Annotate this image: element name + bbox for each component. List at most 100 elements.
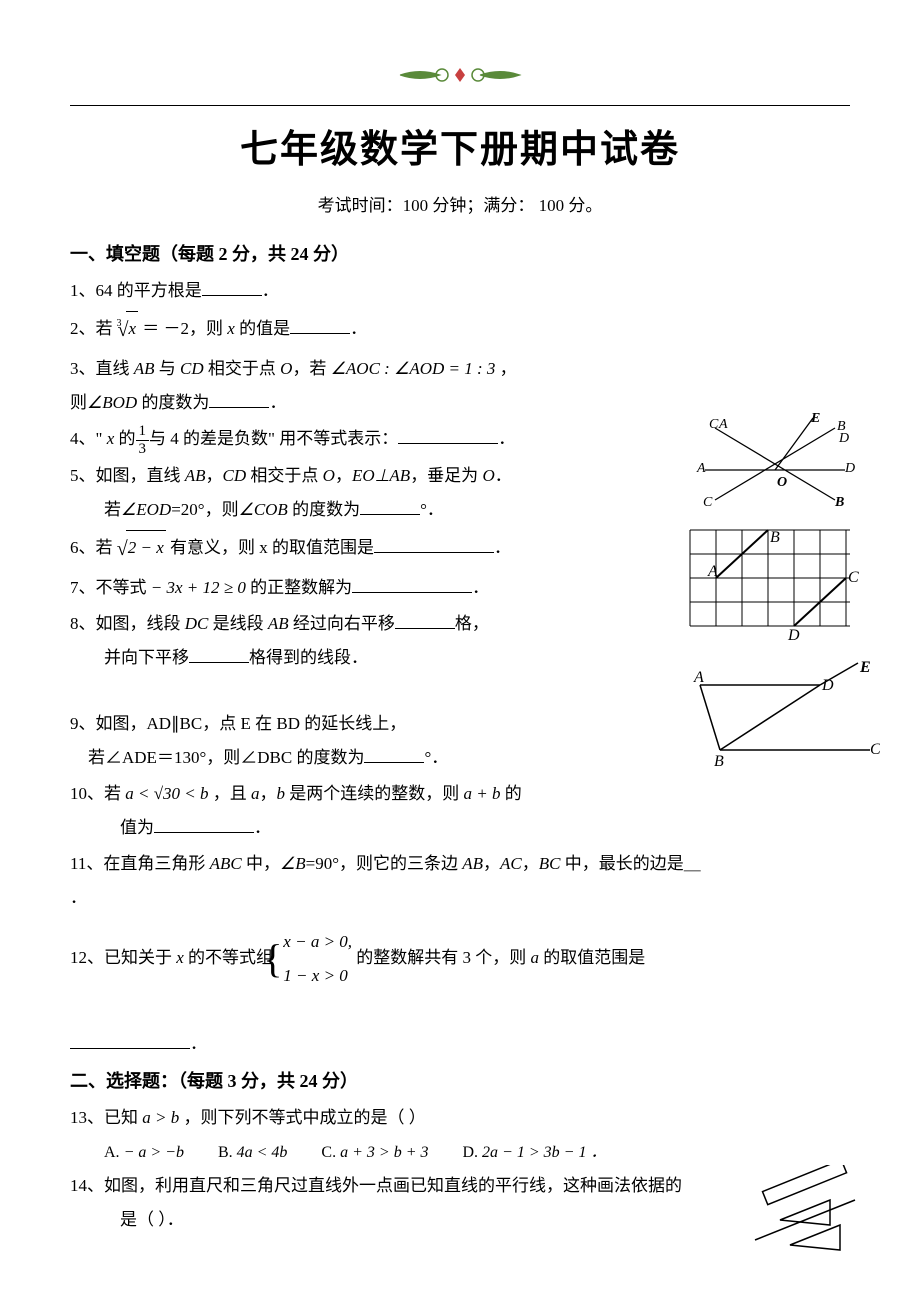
- q8-dc: DC: [185, 614, 209, 633]
- fig-q9-C: C: [870, 741, 880, 758]
- q2-text1: 若: [96, 319, 113, 338]
- fig-q5-Aleft: A: [696, 461, 706, 476]
- q3-text4: ，若: [292, 359, 330, 378]
- q10-text5: 的: [501, 784, 522, 803]
- q6-num: 6、: [70, 538, 96, 557]
- q3-blank: [209, 391, 269, 408]
- q11-ab: AB: [462, 854, 483, 873]
- q12-sys1: x − a > 0,: [283, 932, 352, 951]
- fig-q8-C: C: [848, 569, 859, 586]
- fig-q5-C: C: [709, 417, 719, 432]
- q8-line2-1: 并向下平移: [70, 648, 189, 667]
- q12-x: x: [176, 948, 184, 967]
- q11-text2: 中，: [242, 854, 280, 873]
- q13-optC-label: C.: [321, 1144, 336, 1161]
- q9-num: 9、: [70, 714, 96, 733]
- q7-num: 7、: [70, 578, 96, 597]
- q4-frac: 13: [136, 423, 150, 457]
- q4-text2: 的: [114, 429, 135, 448]
- fig-q5-O: O: [777, 475, 787, 490]
- q14-text1: 如图，利用直尺和三角尺过直线外一点画已知直线的平行线，这种画法依据的: [104, 1176, 682, 1195]
- q5-text4: ，: [335, 466, 352, 485]
- q5-text6: ．: [495, 466, 512, 485]
- q5-line2-1: 若: [70, 500, 121, 519]
- q13-optA-label: A.: [104, 1144, 120, 1161]
- q13-num: 13、: [70, 1108, 104, 1127]
- fig-q9-A: A: [693, 669, 704, 686]
- q5-o2: O: [482, 466, 494, 485]
- q10-a: a: [251, 784, 260, 803]
- q12-blank: [70, 1032, 190, 1049]
- fig-q5-Bbr: B: [834, 495, 844, 510]
- q7-blank: [352, 576, 472, 593]
- q5-angle2: ∠COB: [239, 500, 288, 519]
- q10-text4: 是两个连续的整数，则: [285, 784, 464, 803]
- figure-q5: C A E B D O A D C B: [685, 410, 860, 515]
- q10-b: b: [277, 784, 286, 803]
- q2-num: 2、: [70, 319, 96, 338]
- q1-text1: 64 的平方根是: [96, 281, 202, 300]
- q5-deg: °．: [420, 500, 444, 519]
- fig-q5-Cbl: C: [703, 495, 713, 510]
- fig-q9-B: B: [714, 753, 724, 770]
- q5-o: O: [323, 466, 335, 485]
- q7-ineq: − 3x + 12 ≥ 0: [147, 578, 251, 597]
- q8-text1: 如图，线段: [96, 614, 185, 633]
- figure-q9: A D E B C: [680, 660, 880, 775]
- q6-text2: 有意义，则 x 的取值范围是: [166, 538, 374, 557]
- q3-text5: ，: [495, 359, 516, 378]
- question-13: 13、已知 a > b ，则下列不等式中成立的是（ ）: [70, 1101, 850, 1135]
- q1-blank: [202, 279, 262, 296]
- q12-text4: 的取值范围是: [539, 948, 645, 967]
- q7-text1: 不等式: [96, 578, 147, 597]
- brace-icon: {: [263, 919, 282, 999]
- logo-ornament: [70, 60, 850, 95]
- q5-text5: ，垂足为: [410, 466, 482, 485]
- q4-blank: [398, 427, 498, 444]
- q14-num: 14、: [70, 1176, 104, 1195]
- q13-text2: ，则下列不等式中成立的是（ ）: [179, 1108, 426, 1127]
- q13-optC: a + 3 > b + 3: [336, 1144, 428, 1161]
- q3-angle: ∠AOC : ∠AOD = 1 : 3: [331, 359, 496, 378]
- q12-text3: 的整数解共有 3 个，则: [356, 948, 530, 967]
- page-title: 七年级数学下册期中试卷: [70, 118, 850, 173]
- q13-optB-label: B.: [218, 1144, 233, 1161]
- figure-q5-svg: C A E B D O A D C B: [685, 410, 860, 510]
- section2-header: 二、选择题：（每题 3 分，共 24 分）: [70, 1067, 850, 1093]
- q2-text2: 的值是: [235, 319, 290, 338]
- q3-angle2: ∠BOD: [87, 393, 137, 412]
- q4-text3: 与 4 的差是负数" 用不等式表示：: [149, 429, 398, 448]
- q3-text1: 直线: [96, 359, 134, 378]
- q5-text1: 如图，直线: [96, 466, 185, 485]
- q5-text7: 的度数为: [288, 500, 360, 519]
- q5-eo: EO⊥AB: [352, 466, 410, 485]
- q14-line2: 是（ ）．: [70, 1210, 184, 1229]
- q9-text1: 如图，AD∥BC，点 E 在 BD 的延长线上，: [96, 714, 407, 733]
- q11-bc: BC: [539, 854, 561, 873]
- q4-frac-den: 3: [136, 441, 150, 458]
- figure-q14-svg: [750, 1165, 860, 1265]
- fig-q8-D: D: [787, 627, 800, 644]
- q3-text7: ．: [269, 393, 286, 412]
- question-2: 2、若3√x ＝ －2，则 x 的值是．: [70, 310, 850, 350]
- q10-blank: [154, 816, 254, 833]
- q8-text5: 格得到的线段．: [249, 648, 368, 667]
- q6-text3: ．: [494, 538, 511, 557]
- q3-cd: CD: [180, 359, 204, 378]
- q10-line2-1: 值为: [70, 818, 154, 837]
- q3-text6: 的度数为: [137, 393, 209, 412]
- q4-frac-num: 1: [136, 423, 150, 441]
- q11-angle: ∠B: [280, 854, 306, 873]
- q13-optD-label: D.: [462, 1144, 478, 1161]
- q5-eq: =20°，则: [171, 500, 238, 519]
- question-14: 14、如图，利用直尺和三角尺过直线外一点画已知直线的平行线，这种画法依据的 是（…: [70, 1169, 850, 1237]
- q12-sys2: 1 − x > 0: [283, 966, 348, 985]
- q10-text3: ，: [260, 784, 277, 803]
- q8-num: 8、: [70, 614, 96, 633]
- q13-options: A. − a > −b B. 4a < 4b C. a + 3 > b + 3 …: [70, 1137, 850, 1169]
- q6-blank: [374, 536, 494, 553]
- q8-blank2: [189, 646, 249, 663]
- q3-o: O: [280, 359, 292, 378]
- q12-a: a: [531, 948, 540, 967]
- q7-text2: 的正整数解为: [250, 578, 352, 597]
